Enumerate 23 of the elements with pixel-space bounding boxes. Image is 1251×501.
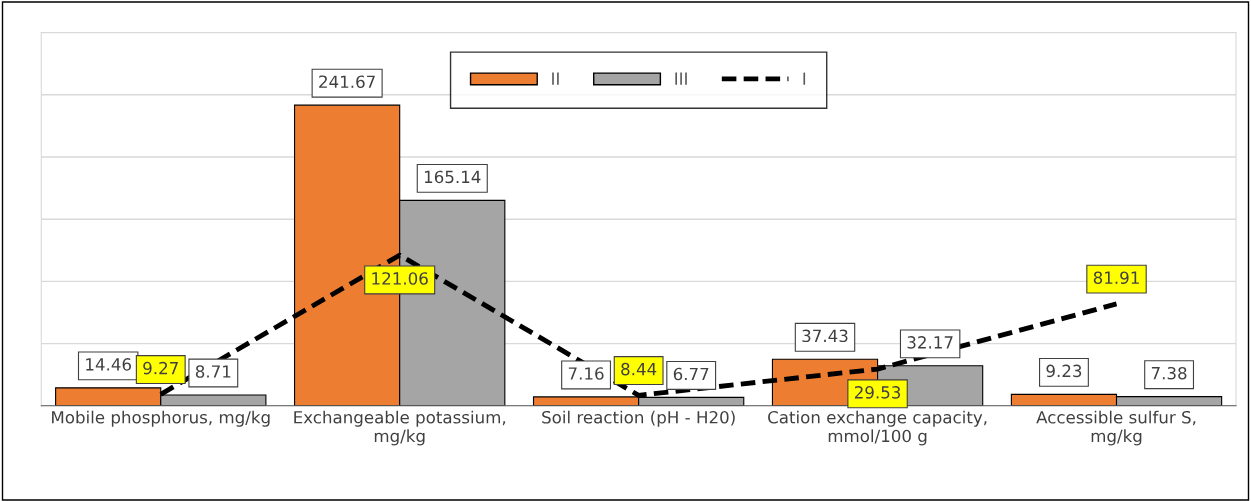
legend-label: II xyxy=(552,72,559,85)
data-label: 6.77 xyxy=(673,367,709,381)
data-label: 7.16 xyxy=(568,367,604,380)
legend-label: III xyxy=(675,72,687,85)
data-label: 14.46 xyxy=(86,358,131,371)
data-label: 9.27 xyxy=(143,361,178,375)
data-label: 8.71 xyxy=(195,365,231,378)
data-label: 241.67 xyxy=(319,75,375,89)
data-label: 32.17 xyxy=(907,336,953,349)
x-tick-label: Mobile phosphorus, mg/kg xyxy=(52,410,270,427)
data-label: 121.06 xyxy=(372,272,428,285)
x-tick-label: Cation exchange capacity, mmol/100 g xyxy=(768,410,987,446)
data-label: 165.14 xyxy=(424,170,481,184)
data-label: 8.44 xyxy=(621,362,657,376)
data-label: 29.53 xyxy=(854,386,901,399)
x-tick-label: Accessible sulfur S, mg/kg xyxy=(1036,410,1196,446)
data-label: 81.91 xyxy=(1093,271,1139,285)
legend-label: I xyxy=(803,72,806,85)
data-label: 9.23 xyxy=(1046,364,1082,378)
x-tick-label: Exchangeable potassium, mg/kg xyxy=(294,410,506,446)
x-tick-label: Soil reaction (pH - H20) xyxy=(542,410,735,427)
data-label: 7.38 xyxy=(1151,366,1187,380)
data-label: 37.43 xyxy=(802,329,848,343)
